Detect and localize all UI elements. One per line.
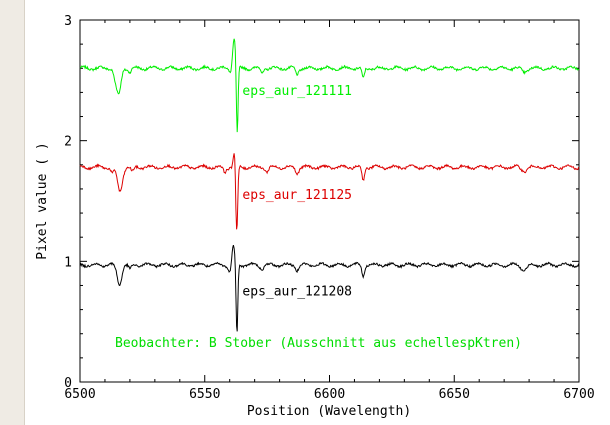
y-tick-label: 3 xyxy=(64,14,72,29)
axis-ticks: 6500 6550 6600 6650 6700 0 1 2 3 xyxy=(64,14,594,402)
series-layer xyxy=(79,38,580,332)
y-axis-title: Pixel value ( ) xyxy=(35,142,50,259)
left-panel xyxy=(0,0,25,425)
y-tick-label: 1 xyxy=(64,255,72,270)
x-tick-label: 6600 xyxy=(314,387,345,402)
y-tick-label: 2 xyxy=(64,135,72,150)
series-label: eps_aur_121208 xyxy=(242,284,352,299)
labels-layer: eps_aur_121111 eps_aur_121125 eps_aur_1212… xyxy=(242,84,352,299)
series-line-eps_aur_121125 xyxy=(79,153,580,230)
x-tick-label: 6650 xyxy=(439,387,470,402)
x-axis-title: Position (Wavelength) xyxy=(247,404,411,419)
observer-annotation: Beobachter: B Stober (Ausschnitt aus ech… xyxy=(115,336,522,351)
x-tick-label: 6700 xyxy=(563,387,594,402)
y-tick-label: 0 xyxy=(64,376,72,391)
x-tick-label: 6500 xyxy=(64,387,95,402)
x-tick-label: 6550 xyxy=(189,387,220,402)
series-label: eps_aur_121125 xyxy=(242,188,352,203)
series-line-eps_aur_121208 xyxy=(79,244,580,332)
series-label: eps_aur_121111 xyxy=(242,84,352,99)
series-line-eps_aur_121111 xyxy=(79,38,580,133)
